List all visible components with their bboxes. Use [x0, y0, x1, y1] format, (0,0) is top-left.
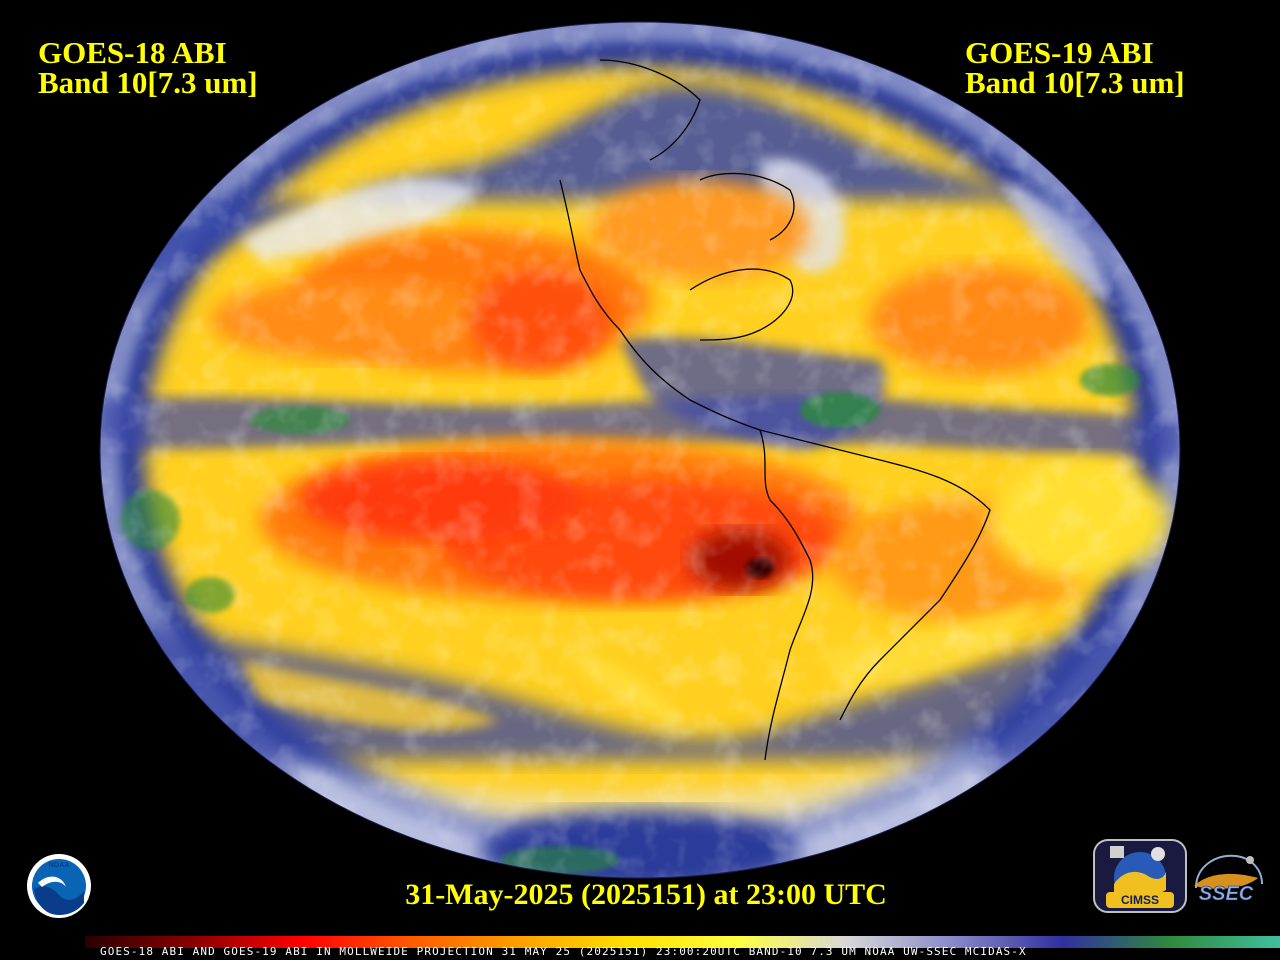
timestamp-label: 31-May-2025 (2025151) at 23:00 UTC: [405, 878, 887, 911]
right-satellite-band: Band 10[7.3 um]: [965, 65, 1185, 100]
right-satellite-label: GOES-19 ABI Band 10[7.3 um]: [965, 35, 1185, 100]
ssec-logo: SSEC: [1194, 854, 1263, 905]
cimss-logo: CIMSS: [1093, 839, 1187, 913]
cimss-logo-text: CIMSS: [1121, 893, 1159, 907]
left-satellite-band: Band 10[7.3 um]: [38, 65, 258, 100]
globe-imagery: [100, 22, 1180, 878]
footer-caption: GOES-18 ABI AND GOES-19 ABI IN MOLLWEIDE…: [100, 945, 1027, 958]
colorbar-gradient: [85, 936, 1280, 948]
right-satellite-name: GOES-19 ABI: [965, 35, 1154, 70]
left-satellite-name: GOES-18 ABI: [38, 35, 227, 70]
noaa-logo: NOAA: [27, 854, 91, 918]
ssec-logo-text: SSEC: [1199, 883, 1254, 905]
left-satellite-label: GOES-18 ABI Band 10[7.3 um]: [38, 35, 258, 100]
colorbar: [85, 936, 1280, 948]
coastlines: [559, 59, 991, 761]
noaa-logo-text: NOAA: [49, 862, 70, 869]
